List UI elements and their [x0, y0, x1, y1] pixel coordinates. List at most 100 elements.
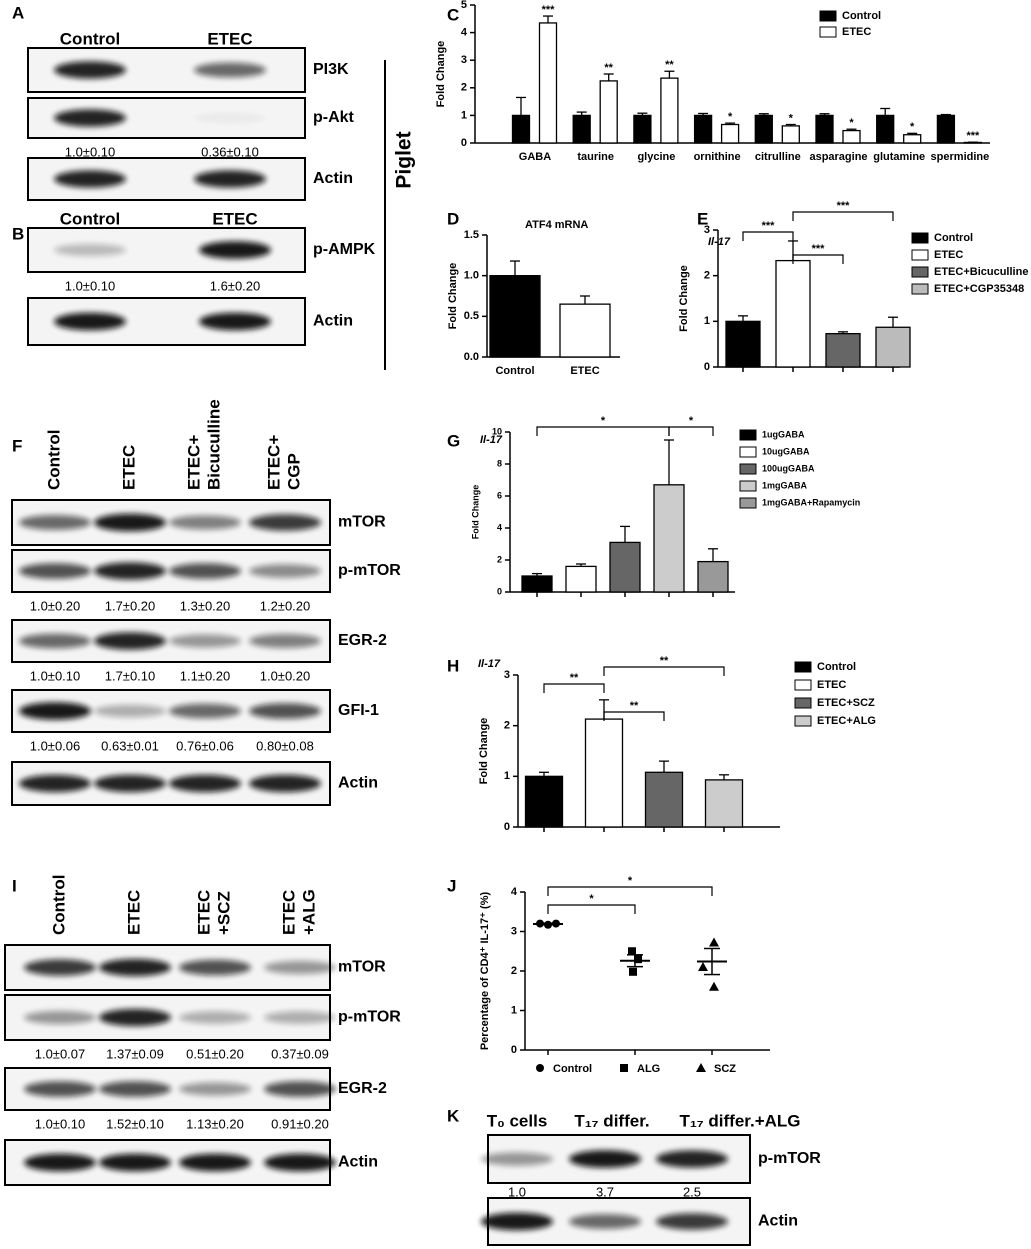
- bar: [521, 575, 553, 593]
- blot-band: [249, 774, 321, 793]
- significance: *: [628, 875, 633, 887]
- lane-label: ETEC+: [264, 435, 283, 490]
- blot-band: [194, 112, 266, 124]
- legend-label: 1mgGABA+Rapamycin: [762, 497, 860, 507]
- x-tick-label: ETEC: [570, 365, 599, 377]
- quantification: 1.2±0.20: [260, 598, 311, 613]
- significance: *: [910, 121, 915, 133]
- quantification: 1.0±0.20: [260, 668, 311, 683]
- bar: [584, 718, 624, 828]
- blot-band: [169, 703, 241, 719]
- quantification: 0.51±0.20: [186, 1046, 244, 1061]
- significance-bracket: [603, 666, 725, 676]
- y-axis-label: Fold Change: [447, 263, 459, 330]
- blot-band: [481, 1152, 553, 1166]
- bar: [697, 560, 729, 593]
- protein-label: p-mTOR: [338, 562, 401, 579]
- lane-label: T₀ cells: [487, 1111, 548, 1130]
- bar: [754, 114, 773, 144]
- significance: *: [589, 893, 594, 905]
- blot-band: [54, 170, 126, 188]
- panel-letter: D: [447, 209, 459, 228]
- side-label: Piglet: [393, 131, 416, 188]
- protein-label: mTOR: [338, 514, 386, 531]
- bar: [559, 303, 611, 358]
- y-tick-label: 4: [497, 522, 502, 532]
- quantification: 1.6±0.20: [210, 278, 261, 293]
- bar: [633, 114, 652, 144]
- blot-band: [264, 1011, 336, 1024]
- protein-label: p-mTOR: [338, 1009, 401, 1026]
- significance: *: [849, 117, 854, 129]
- blot-band: [19, 774, 91, 793]
- significance: *: [728, 111, 733, 123]
- point: [709, 981, 719, 991]
- blot-band: [94, 562, 166, 580]
- blot-band: [24, 1153, 96, 1172]
- bar: [815, 114, 834, 144]
- blot-band: [656, 1213, 728, 1230]
- point: [698, 962, 708, 972]
- bar: [489, 275, 541, 358]
- point: [628, 947, 636, 956]
- protein-label: Actin: [313, 170, 353, 187]
- significance: ***: [812, 243, 826, 255]
- blot-band: [179, 959, 251, 976]
- blot-band: [199, 312, 271, 331]
- blot-band: [481, 1212, 553, 1231]
- bar: [660, 77, 679, 144]
- legend-marker: [620, 1064, 628, 1072]
- panel-letter: I: [12, 876, 17, 895]
- blot-band: [19, 515, 91, 530]
- legend-marker: [696, 1063, 706, 1072]
- y-axis-label: Fold Change: [470, 485, 480, 540]
- legend-swatch: [794, 715, 812, 727]
- significance-bracket: [742, 231, 794, 241]
- x-tick-label: glycine: [637, 151, 675, 163]
- blot-band: [194, 62, 266, 78]
- significance: *: [689, 415, 694, 427]
- protein-label: GFI-1: [338, 702, 379, 719]
- quantification: 1.37±0.09: [106, 1046, 164, 1061]
- quantification: 1.1±0.20: [180, 668, 231, 683]
- quantification: 0.63±0.01: [101, 738, 159, 753]
- lane-label: T₁₇ differ.: [574, 1111, 649, 1130]
- significance: **: [570, 672, 579, 684]
- significance-bracket: [603, 711, 665, 721]
- legend-label: SCZ: [714, 1063, 736, 1075]
- legend-label: 1ugGABA: [762, 429, 805, 439]
- legend-label: ETEC: [817, 679, 846, 691]
- panel-letter: A: [12, 3, 24, 22]
- blot-band: [194, 170, 266, 188]
- legend-swatch: [739, 480, 757, 492]
- blot-band: [99, 1153, 171, 1172]
- chart-subtitle: Il-17: [480, 434, 503, 446]
- y-tick-label: 0: [704, 361, 710, 373]
- y-tick-label: 0: [497, 586, 502, 596]
- y-tick-label: 2: [511, 965, 517, 977]
- y-tick-label: 1: [504, 770, 510, 782]
- panel-letter: J: [447, 876, 456, 895]
- y-tick-label: 3: [511, 925, 517, 937]
- y-axis-label: Fold Change: [678, 265, 690, 332]
- bar: [725, 320, 761, 368]
- blot-band: [179, 1082, 251, 1096]
- bar: [644, 771, 684, 828]
- blot-band: [179, 1011, 251, 1024]
- legend-label: 100ugGABA: [762, 463, 815, 473]
- legend-swatch: [794, 697, 812, 709]
- lane-label: Control: [44, 430, 63, 490]
- protein-label: Actin: [758, 1213, 798, 1230]
- protein-label: PI3K: [313, 61, 349, 78]
- chart-subtitle: Il-17: [708, 236, 731, 248]
- legend-label: 1mgGABA: [762, 480, 808, 490]
- quantification: 1.13±0.20: [186, 1116, 244, 1131]
- legend-label: ETEC+CGP35348: [934, 283, 1024, 295]
- legend-label: Control: [842, 10, 881, 22]
- legend-label: Control: [934, 232, 973, 244]
- panel-letter: H: [447, 656, 459, 675]
- panel-letter: E: [697, 209, 708, 228]
- quantification: 1.0±0.07: [35, 1046, 86, 1061]
- blot-band: [54, 244, 126, 256]
- legend-label: ETEC: [842, 26, 871, 38]
